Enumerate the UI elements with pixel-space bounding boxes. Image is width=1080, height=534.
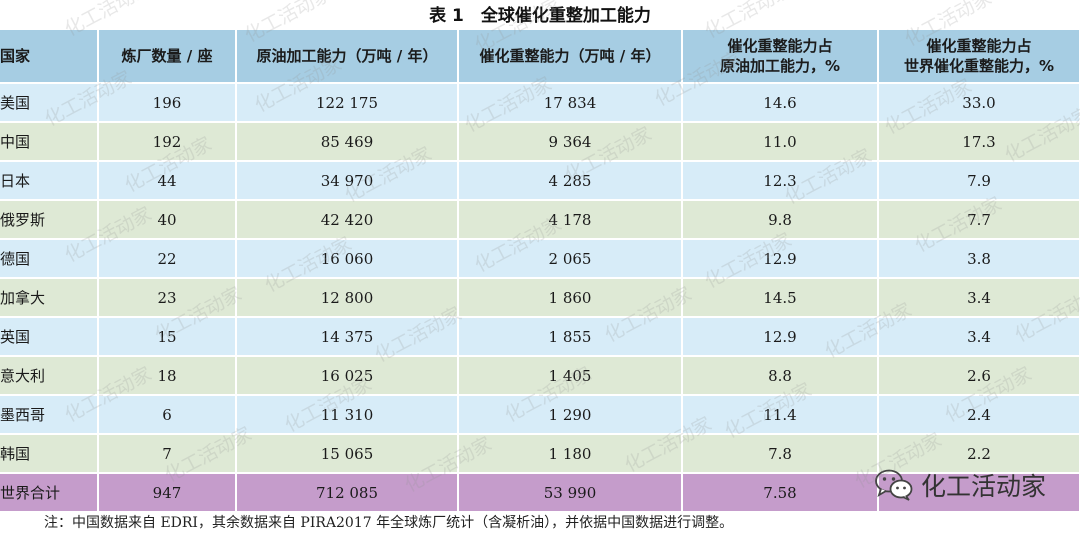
cell-reforming-capacity: 1 405 — [458, 356, 683, 396]
cell-share-of-crude: 7.8 — [682, 434, 879, 474]
header-share-of-world: 催化重整能力占 世界催化重整能力，% — [878, 30, 1080, 84]
cell-share-of-world: 2.2 — [878, 434, 1080, 474]
cell-crude-capacity: 122 175 — [236, 83, 459, 123]
watermark-logo-text: 化工活动家 — [920, 472, 1046, 501]
cell-share-of-crude: 12.3 — [682, 161, 879, 201]
cell-reforming-capacity: 4 285 — [458, 161, 683, 201]
table-row: 英国 15 14 375 1 855 12.9 3.4 — [0, 317, 1080, 357]
table-row: 俄罗斯 40 42 420 4 178 9.8 7.7 — [0, 200, 1080, 240]
total-cell-refinery-count: 947 — [98, 473, 237, 513]
cell-share-of-world: 3.8 — [878, 239, 1080, 279]
header-refinery-count: 炼厂数量 / 座 — [98, 30, 237, 84]
total-cell-country: 世界合计 — [0, 473, 99, 513]
cell-reforming-capacity: 9 364 — [458, 122, 683, 162]
cell-refinery-count: 40 — [98, 200, 237, 240]
capacity-table: 国家 炼厂数量 / 座 原油加工能力（万吨 / 年） 催化重整能力（万吨 / 年… — [0, 30, 1080, 513]
total-cell-share-of-crude: 7.58 — [682, 473, 879, 513]
table-row: 加拿大 23 12 800 1 860 14.5 3.4 — [0, 278, 1080, 318]
cell-crude-capacity: 85 469 — [236, 122, 459, 162]
cell-refinery-count: 22 — [98, 239, 237, 279]
total-cell-crude-capacity: 712 085 — [236, 473, 459, 513]
total-cell-reforming-capacity: 53 990 — [458, 473, 683, 513]
cell-share-of-world: 3.4 — [878, 317, 1080, 357]
cell-share-of-world: 17.3 — [878, 122, 1080, 162]
cell-share-of-crude: 12.9 — [682, 239, 879, 279]
cell-country: 意大利 — [0, 356, 99, 396]
cell-country: 加拿大 — [0, 278, 99, 318]
header-reforming-capacity: 催化重整能力（万吨 / 年） — [458, 30, 683, 84]
table-row: 墨西哥 6 11 310 1 290 11.4 2.4 — [0, 395, 1080, 435]
cell-refinery-count: 15 — [98, 317, 237, 357]
cell-share-of-crude: 9.8 — [682, 200, 879, 240]
cell-reforming-capacity: 4 178 — [458, 200, 683, 240]
cell-share-of-world: 7.7 — [878, 200, 1080, 240]
cell-refinery-count: 7 — [98, 434, 237, 474]
cell-reforming-capacity: 1 180 — [458, 434, 683, 474]
table-row: 美国 196 122 175 17 834 14.6 33.0 — [0, 83, 1080, 123]
cell-refinery-count: 18 — [98, 356, 237, 396]
cell-country: 俄罗斯 — [0, 200, 99, 240]
cell-crude-capacity: 16 025 — [236, 356, 459, 396]
cell-country: 美国 — [0, 83, 99, 123]
cell-refinery-count: 196 — [98, 83, 237, 123]
table-header-row: 国家 炼厂数量 / 座 原油加工能力（万吨 / 年） 催化重整能力（万吨 / 年… — [0, 30, 1080, 84]
table-row: 韩国 7 15 065 1 180 7.8 2.2 — [0, 434, 1080, 474]
cell-reforming-capacity: 2 065 — [458, 239, 683, 279]
table-note: 注：中国数据来自 EDRI，其余数据来自 PIRA2017 年全球炼厂统计（含凝… — [44, 515, 734, 531]
cell-refinery-count: 44 — [98, 161, 237, 201]
cell-share-of-world: 7.9 — [878, 161, 1080, 201]
table-title: 表 1 全球催化重整加工能力 — [429, 6, 651, 26]
header-crude-capacity: 原油加工能力（万吨 / 年） — [236, 30, 459, 84]
cell-crude-capacity: 12 800 — [236, 278, 459, 318]
cell-crude-capacity: 14 375 — [236, 317, 459, 357]
cell-crude-capacity: 15 065 — [236, 434, 459, 474]
cell-reforming-capacity: 1 860 — [458, 278, 683, 318]
cell-crude-capacity: 34 970 — [236, 161, 459, 201]
cell-crude-capacity: 16 060 — [236, 239, 459, 279]
total-cell-share-of-world — [878, 473, 1080, 513]
cell-refinery-count: 23 — [98, 278, 237, 318]
cell-reforming-capacity: 17 834 — [458, 83, 683, 123]
cell-share-of-crude: 12.9 — [682, 317, 879, 357]
cell-share-of-crude: 14.5 — [682, 278, 879, 318]
cell-country: 韩国 — [0, 434, 99, 474]
cell-country: 日本 — [0, 161, 99, 201]
cell-share-of-crude: 11.0 — [682, 122, 879, 162]
cell-share-of-world: 33.0 — [878, 83, 1080, 123]
cell-share-of-crude: 8.8 — [682, 356, 879, 396]
watermark-logo: 化工活动家 — [875, 467, 1046, 503]
cell-crude-capacity: 42 420 — [236, 200, 459, 240]
cell-share-of-world: 2.4 — [878, 395, 1080, 435]
cell-crude-capacity: 11 310 — [236, 395, 459, 435]
cell-country: 中国 — [0, 122, 99, 162]
wechat-icon — [875, 469, 913, 501]
cell-share-of-crude: 14.6 — [682, 83, 879, 123]
cell-share-of-crude: 11.4 — [682, 395, 879, 435]
cell-country: 英国 — [0, 317, 99, 357]
cell-reforming-capacity: 1 290 — [458, 395, 683, 435]
cell-country: 墨西哥 — [0, 395, 99, 435]
table-total-row: 世界合计 947 712 085 53 990 7.58 — [0, 473, 1080, 513]
cell-share-of-world: 2.6 — [878, 356, 1080, 396]
header-country: 国家 — [0, 30, 99, 84]
cell-refinery-count: 6 — [98, 395, 237, 435]
cell-country: 德国 — [0, 239, 99, 279]
table-row: 德国 22 16 060 2 065 12.9 3.8 — [0, 239, 1080, 279]
header-share-of-crude: 催化重整能力占 原油加工能力，% — [682, 30, 879, 84]
cell-refinery-count: 192 — [98, 122, 237, 162]
table-row: 日本 44 34 970 4 285 12.3 7.9 — [0, 161, 1080, 201]
cell-share-of-world: 3.4 — [878, 278, 1080, 318]
cell-reforming-capacity: 1 855 — [458, 317, 683, 357]
table-row: 中国 192 85 469 9 364 11.0 17.3 — [0, 122, 1080, 162]
table-row: 意大利 18 16 025 1 405 8.8 2.6 — [0, 356, 1080, 396]
